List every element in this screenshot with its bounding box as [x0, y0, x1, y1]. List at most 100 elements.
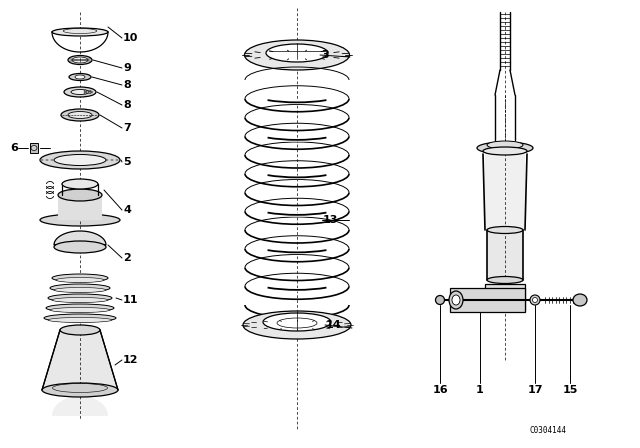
Ellipse shape: [52, 28, 108, 36]
Ellipse shape: [62, 179, 98, 189]
Text: 15: 15: [563, 385, 578, 395]
Text: 13: 13: [323, 215, 339, 225]
Polygon shape: [58, 195, 102, 220]
Ellipse shape: [573, 294, 587, 306]
Ellipse shape: [31, 146, 37, 151]
Text: 10: 10: [123, 33, 138, 43]
Text: 7: 7: [123, 123, 131, 133]
Ellipse shape: [48, 318, 112, 323]
Text: 1: 1: [476, 385, 484, 395]
Text: 11: 11: [123, 295, 138, 305]
Text: 8: 8: [123, 100, 131, 110]
Ellipse shape: [64, 87, 96, 97]
Polygon shape: [485, 154, 525, 230]
Text: 9: 9: [123, 63, 131, 73]
Ellipse shape: [97, 114, 99, 116]
Ellipse shape: [89, 114, 92, 116]
Ellipse shape: [58, 189, 102, 201]
Ellipse shape: [54, 155, 106, 165]
Ellipse shape: [60, 325, 100, 335]
Ellipse shape: [52, 274, 108, 282]
Ellipse shape: [487, 141, 523, 149]
Text: 6: 6: [10, 143, 18, 153]
Ellipse shape: [532, 297, 538, 302]
Ellipse shape: [77, 114, 79, 116]
Ellipse shape: [52, 297, 108, 302]
Ellipse shape: [40, 214, 120, 226]
Ellipse shape: [65, 159, 68, 161]
Ellipse shape: [477, 142, 533, 154]
Polygon shape: [485, 284, 525, 310]
Ellipse shape: [95, 159, 99, 161]
Ellipse shape: [266, 44, 328, 62]
Ellipse shape: [50, 307, 110, 313]
Text: 12: 12: [123, 355, 138, 365]
Ellipse shape: [61, 109, 99, 121]
Text: 3: 3: [321, 50, 328, 60]
Ellipse shape: [452, 295, 460, 305]
Ellipse shape: [68, 112, 92, 119]
Ellipse shape: [487, 227, 523, 233]
Text: 5: 5: [123, 157, 131, 167]
Ellipse shape: [115, 159, 118, 161]
Ellipse shape: [449, 291, 463, 309]
Ellipse shape: [88, 91, 91, 94]
Ellipse shape: [56, 277, 104, 283]
Ellipse shape: [81, 114, 83, 116]
Ellipse shape: [88, 90, 91, 92]
Ellipse shape: [56, 159, 58, 161]
Ellipse shape: [263, 313, 331, 331]
Ellipse shape: [487, 276, 523, 284]
Ellipse shape: [111, 159, 113, 161]
Ellipse shape: [71, 90, 89, 95]
Ellipse shape: [86, 159, 88, 161]
Ellipse shape: [84, 92, 87, 94]
Ellipse shape: [68, 56, 92, 65]
Ellipse shape: [61, 159, 63, 161]
Ellipse shape: [530, 295, 540, 305]
Ellipse shape: [76, 159, 79, 161]
Ellipse shape: [40, 159, 44, 161]
Ellipse shape: [70, 159, 74, 161]
Polygon shape: [54, 231, 106, 245]
Text: 4: 4: [123, 205, 131, 215]
Ellipse shape: [84, 114, 87, 116]
Ellipse shape: [65, 114, 67, 116]
Ellipse shape: [72, 57, 88, 63]
Ellipse shape: [68, 114, 71, 116]
Ellipse shape: [73, 114, 76, 116]
Ellipse shape: [40, 151, 120, 169]
Ellipse shape: [106, 159, 109, 161]
Ellipse shape: [483, 147, 527, 155]
Text: C0304144: C0304144: [529, 426, 566, 435]
Text: 2: 2: [123, 253, 131, 263]
Polygon shape: [30, 143, 38, 153]
Polygon shape: [450, 288, 525, 312]
Ellipse shape: [69, 73, 91, 81]
Ellipse shape: [46, 304, 114, 312]
Text: 8: 8: [123, 80, 131, 90]
Ellipse shape: [45, 159, 49, 161]
Polygon shape: [42, 330, 118, 390]
Ellipse shape: [243, 311, 351, 339]
Text: 16: 16: [432, 385, 448, 395]
Polygon shape: [487, 230, 523, 280]
Ellipse shape: [54, 288, 106, 293]
Ellipse shape: [244, 40, 349, 70]
Ellipse shape: [90, 91, 93, 93]
Ellipse shape: [48, 294, 112, 302]
Polygon shape: [52, 396, 108, 416]
Text: 17: 17: [527, 385, 543, 395]
Ellipse shape: [93, 114, 95, 116]
Ellipse shape: [75, 75, 85, 79]
Ellipse shape: [100, 159, 104, 161]
Ellipse shape: [84, 90, 87, 92]
Ellipse shape: [42, 383, 118, 397]
Ellipse shape: [44, 314, 116, 322]
Ellipse shape: [50, 284, 110, 292]
Ellipse shape: [81, 159, 83, 161]
Ellipse shape: [61, 114, 63, 116]
Ellipse shape: [435, 296, 445, 305]
Ellipse shape: [90, 159, 93, 161]
Text: 14: 14: [326, 320, 342, 330]
